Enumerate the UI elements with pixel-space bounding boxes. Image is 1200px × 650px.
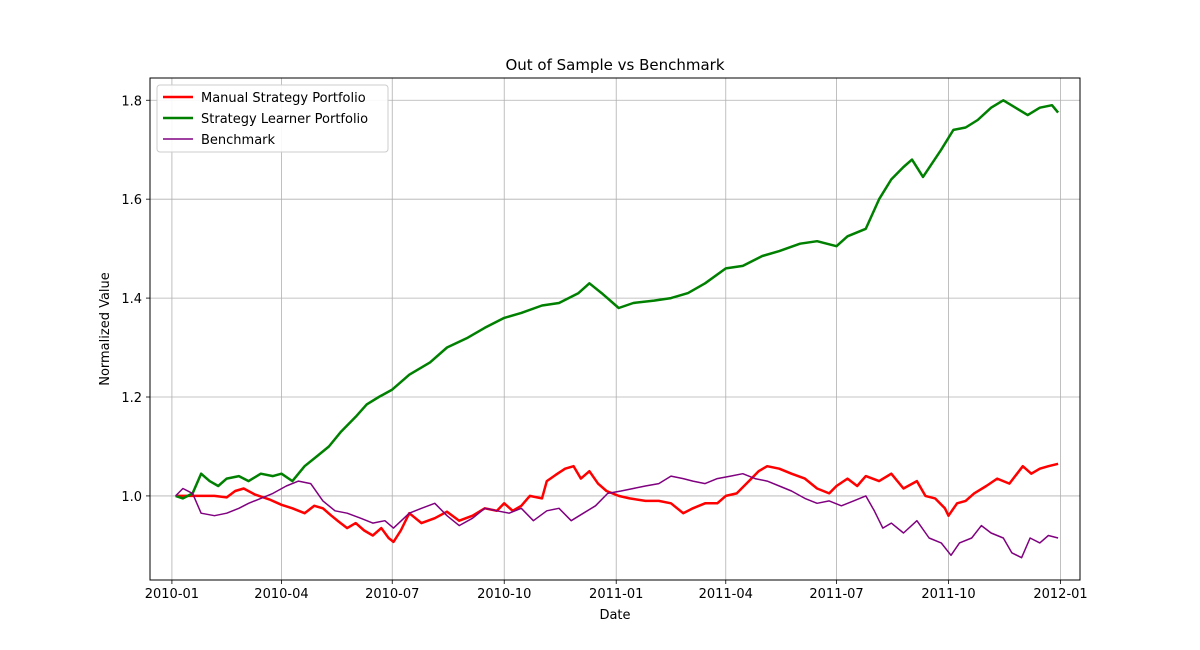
y-tick-label: 1.0 — [121, 490, 142, 505]
x-tick-label: 2011-07 — [809, 587, 863, 602]
legend-entry: Strategy Learner Portfolio — [201, 112, 368, 127]
y-tick-label: 1.4 — [121, 292, 142, 307]
y-axis-ticks: 1.0 1.2 1.4 1.6 1.8 — [121, 94, 150, 505]
legend-entry: Manual Strategy Portfolio — [201, 91, 366, 106]
x-tick-label: 2010-01 — [145, 587, 199, 602]
x-tick-label: 2010-04 — [254, 587, 308, 602]
legend-entry: Benchmark — [201, 133, 276, 148]
x-tick-label: 2012-01 — [1033, 587, 1087, 602]
x-axis-ticks: 2010-01 2010-04 2010-07 2010-10 2011-01 2011-… — [145, 580, 1088, 602]
legend: Manual Strategy Portfolio Strategy Learne… — [156, 84, 389, 153]
x-tick-label: 2011-04 — [699, 587, 753, 602]
x-tick-label: 2010-07 — [365, 587, 419, 602]
y-tick-label: 1.2 — [121, 391, 142, 406]
series-line-3 — [175, 472, 1059, 559]
series-line-1 — [175, 462, 1059, 544]
y-tick-label: 1.6 — [121, 193, 142, 208]
plot-area-frame — [149, 77, 1081, 581]
series-layer — [175, 99, 1060, 559]
x-tick-label: 2011-01 — [589, 587, 643, 602]
legend-box — [156, 84, 389, 153]
y-axis-label: Normalized Value — [98, 272, 113, 386]
series-line-2 — [175, 99, 1060, 500]
x-axis-label: Date — [599, 608, 630, 623]
y-tick-label: 1.8 — [121, 94, 142, 109]
x-tick-label: 2010-10 — [477, 587, 531, 602]
x-tick-label: 2011-10 — [921, 587, 975, 602]
chart-title: Out of Sample vs Benchmark — [505, 56, 724, 74]
